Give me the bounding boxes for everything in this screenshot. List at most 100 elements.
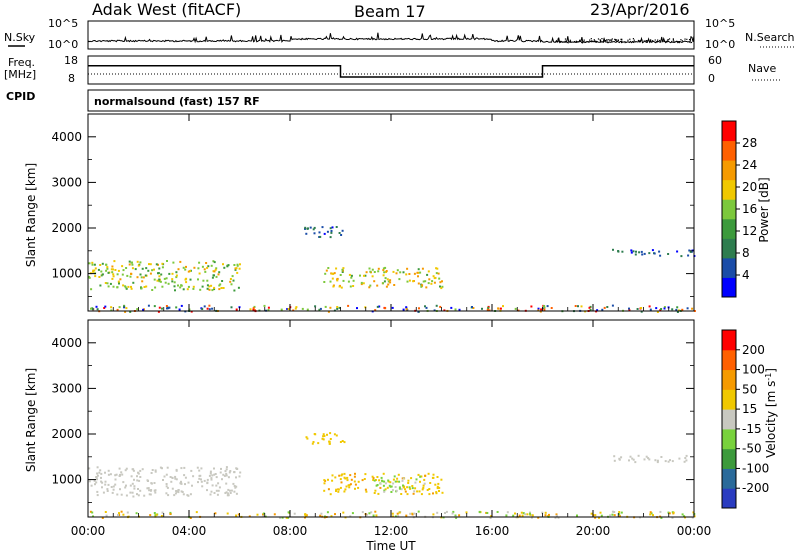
range-gate-cell [91,261,94,264]
range-gate-cell [141,280,144,283]
nsearch-point [638,40,640,42]
range-gate-cell [373,280,376,283]
range-gate-cell [335,434,338,437]
range-gate-cell [689,250,692,253]
range-gate-cell [139,489,142,492]
range-gate-cell [401,479,404,482]
range-gate-cell [357,480,360,483]
range-gate-cell [376,484,379,486]
nsearch-point [637,39,640,42]
range-gate-cell [180,304,183,307]
range-gate-cell [420,493,423,496]
range-gate-cell [137,488,139,490]
range-gate-cell [444,512,446,514]
nsearch-point [661,38,663,40]
range-gate-cell [114,269,117,271]
range-gate-cell [539,310,542,313]
range-gate-cell [354,487,356,490]
range-gate-cell [647,457,650,460]
range-gate-cell [537,307,540,310]
range-gate-cell [353,480,356,483]
range-gate-cell [88,275,90,278]
range-gate-cell [393,475,396,478]
range-gate-cell [402,271,405,274]
range-gate-cell [486,308,489,311]
range-gate-cell [580,305,583,308]
range-gate-cell [103,307,106,309]
range-gate-cell [333,433,336,436]
range-gate-cell [638,251,641,254]
range-gate-cell [101,273,104,276]
range-gate-cell [372,514,375,517]
range-gate-cell [224,492,227,494]
range-gate-cell [384,307,387,310]
range-gate-cell [425,286,428,289]
range-gate-cell [347,304,350,307]
range-gate-cell [171,477,174,479]
range-gate-cell [454,308,457,311]
range-gate-cell [96,474,99,477]
range-gate-cell [154,491,157,494]
range-gate-cell [159,466,162,469]
range-gate-cell [529,512,531,515]
range-gate-cell [98,276,101,278]
range-gate-cell [423,482,426,485]
range-gate-cell [90,484,93,487]
range-gate-cell [414,481,417,484]
range-gate-cell [634,461,637,464]
range-gate-cell [148,493,151,496]
range-gate-cell [396,269,399,272]
range-gate-cell [400,493,403,495]
range-gate-cell [210,490,213,493]
nsearch-point [601,38,603,40]
range-gate-cell [100,476,102,479]
range-gate-cell [379,482,382,485]
range-gate-cell [668,512,671,515]
range-gate-cell [142,276,145,279]
y-tick-label: 3000 [51,381,82,395]
range-gate-cell [399,271,402,274]
range-gate-cell [434,483,437,486]
range-gate-cell [329,236,332,239]
range-gate-cell [431,280,434,283]
range-gate-cell [131,267,134,270]
range-gate-cell [395,272,398,275]
range-gate-cell [651,249,654,252]
power-data-layer [88,226,696,313]
range-gate-cell [213,467,215,470]
power-colorbar-title: Power [dB] [757,177,771,242]
range-gate-cell [114,474,117,477]
range-gate-cell [671,460,674,463]
range-gate-cell [438,486,441,489]
range-gate-cell [220,467,222,470]
range-gate-cell [163,475,166,478]
range-gate-cell [89,510,92,513]
range-gate-cell [234,268,237,271]
range-gate-cell [648,305,651,308]
range-gate-cell [424,474,427,477]
nsearch-point [616,40,618,42]
range-gate-cell [267,309,270,311]
range-gate-cell [177,491,180,494]
nsearch-point [557,38,559,40]
range-gate-cell [329,493,332,496]
range-gate-cell [189,278,192,281]
range-gate-cell [335,488,338,491]
range-gate-cell [389,481,392,484]
range-gate-cell [329,227,332,230]
range-gate-cell [215,275,218,278]
range-gate-cell [424,280,427,283]
range-gate-cell [488,309,491,312]
range-gate-cell [236,264,239,267]
range-gate-cell [116,308,119,311]
range-gate-cell [95,305,98,308]
range-gate-cell [327,310,330,313]
range-gate-cell [574,305,577,307]
range-gate-cell [406,493,409,496]
range-gate-cell [90,307,92,310]
range-gate-cell [588,306,591,309]
range-gate-cell [211,474,214,477]
range-gate-cell [609,514,612,517]
nsearch-point [558,40,560,42]
range-gate-cell [119,488,121,491]
